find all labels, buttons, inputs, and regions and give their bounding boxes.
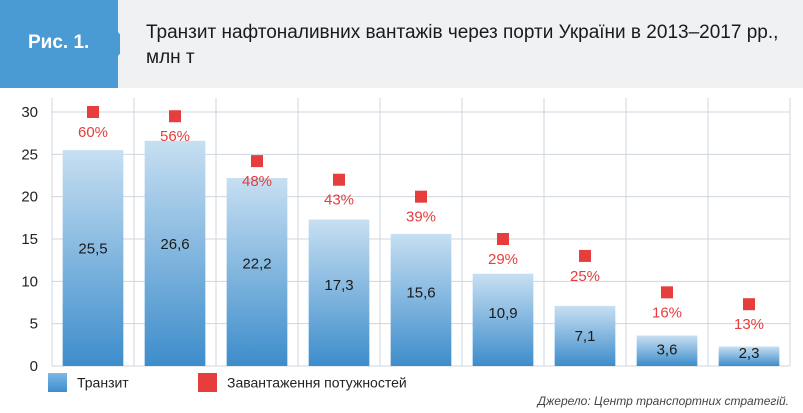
bar-value-label: 2,3 (739, 345, 760, 362)
bar-transit (636, 335, 698, 366)
bar-value-label: 25,5 (78, 241, 107, 258)
legend-swatch-load (198, 373, 217, 392)
load-marker (333, 173, 345, 186)
load-marker (661, 286, 673, 299)
bar-transit (390, 233, 452, 366)
load-marker (169, 110, 181, 123)
chart-title: Транзит нафтоналивних вантажів через пор… (146, 22, 779, 68)
figure-badge: Рис. 1. (0, 0, 120, 88)
load-marker (579, 249, 591, 262)
bar-transit (62, 150, 124, 366)
load-pct-label: 43% (324, 192, 354, 209)
y-tick-label: 5 (30, 316, 38, 333)
bar-transit (718, 346, 780, 366)
bar-chart: 0 5 10 15 20 25 30 25,5 26,6 22,2 17,3 15,6 10,9 7,1… (21, 98, 791, 373)
load-marker (415, 190, 427, 203)
legend-label-transit: Транзит (77, 374, 129, 391)
bar-transit (472, 273, 534, 366)
y-tick-label: 10 (21, 273, 38, 290)
load-pct-label: 29% (488, 251, 518, 268)
load-pct-label: 25% (570, 268, 600, 285)
load-marker (251, 155, 263, 168)
bar-value-label: 26,6 (160, 236, 189, 253)
load-marker (87, 106, 99, 118)
load-pct-label: 39% (406, 209, 436, 226)
bar-value-label: 22,2 (242, 255, 271, 272)
source-note: Джерело: Центр транспортних стратегій. (537, 394, 789, 408)
legend-label-load: Завантаження потужностей (227, 374, 407, 391)
y-tick-label: 15 (21, 231, 38, 248)
bar-transit (144, 140, 206, 366)
y-tick-label: 0 (30, 358, 38, 373)
legend-item-transit: Транзит (48, 373, 129, 393)
y-tick-label: 25 (21, 146, 38, 163)
bar-transit (308, 219, 370, 366)
bar-value-label: 17,3 (324, 277, 353, 294)
bar-value-label: 15,6 (406, 284, 435, 301)
bar-value-label: 3,6 (657, 341, 678, 358)
load-marker (743, 298, 755, 311)
bar-transit (554, 305, 616, 366)
legend-item-load: Завантаження потужностей (198, 373, 407, 393)
load-pct-label: 13% (734, 316, 764, 333)
legend-swatch-transit (48, 373, 67, 392)
bar-value-label: 10,9 (488, 305, 517, 322)
y-tick-label: 20 (21, 189, 38, 206)
load-pct-label: 60% (78, 124, 108, 141)
y-tick-label: 30 (21, 104, 38, 121)
load-pct-label: 56% (160, 128, 190, 145)
figure-label: Рис. 1. (28, 32, 90, 53)
load-marker (497, 233, 509, 245)
figure-header: Рис. 1. Транзит нафтоналивних вантажів ч… (0, 0, 803, 88)
bar-value-label: 7,1 (575, 328, 596, 345)
load-pct-label: 48% (242, 173, 272, 190)
bar-transit (226, 178, 288, 366)
load-pct-label: 16% (652, 304, 682, 321)
